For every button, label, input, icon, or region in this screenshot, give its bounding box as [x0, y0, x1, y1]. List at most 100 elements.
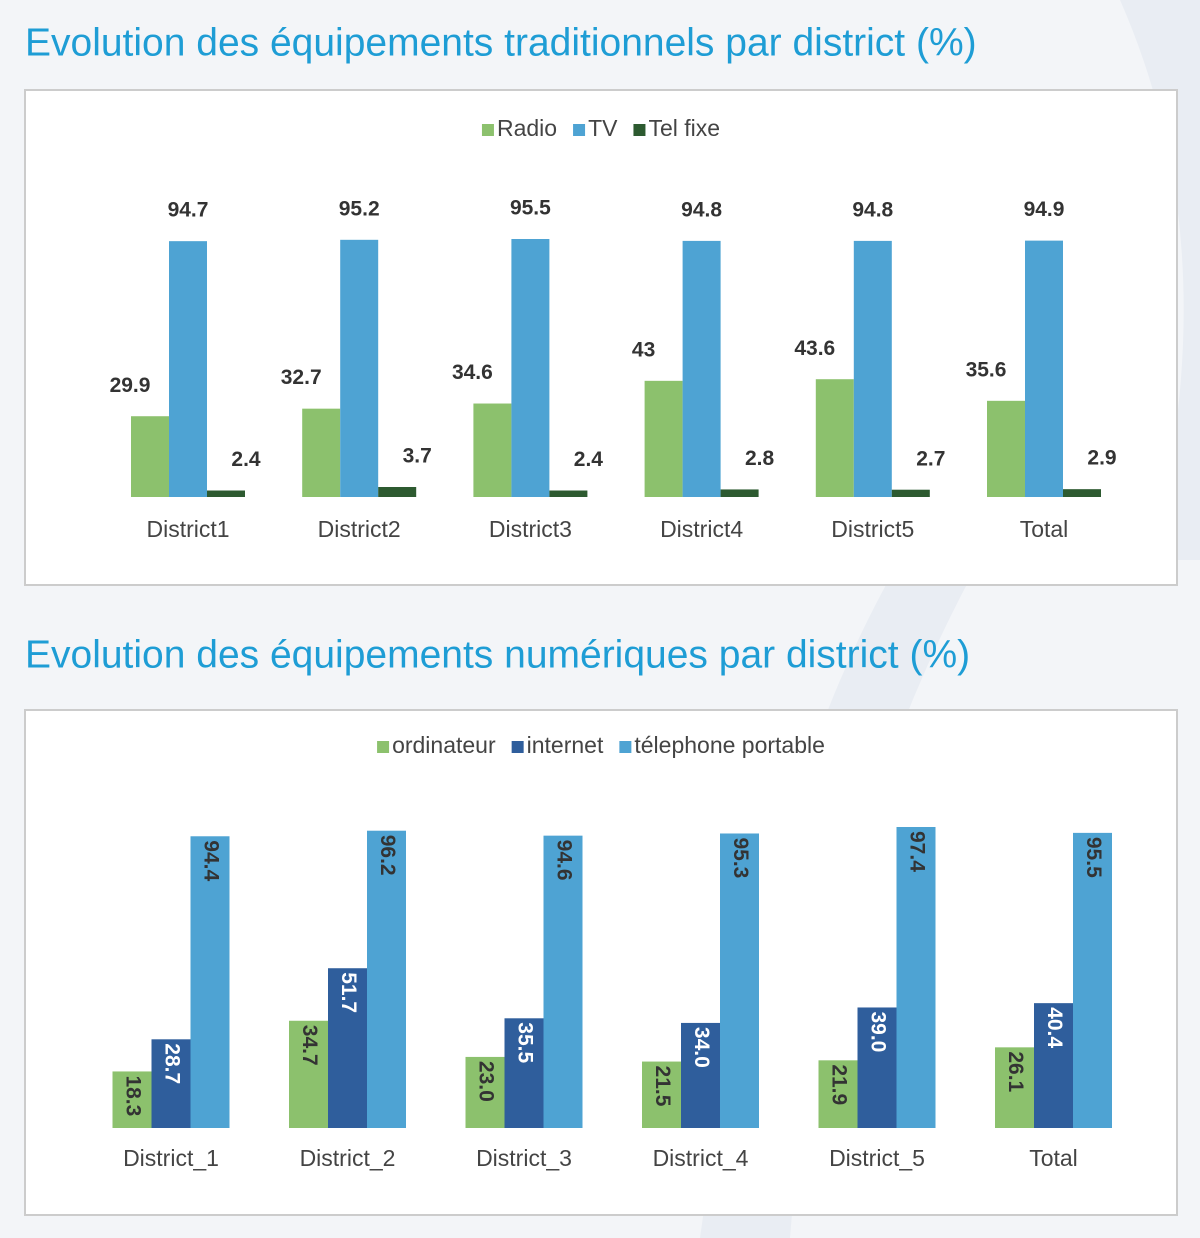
bar: [473, 403, 512, 497]
value-label: 94.8: [681, 198, 722, 221]
legend-swatch: [511, 741, 524, 753]
value-label: 95.5: [510, 197, 551, 220]
chart-box: [24, 89, 1178, 586]
value-label: 95.5: [1082, 837, 1105, 878]
bar: [720, 489, 759, 497]
bar: [549, 490, 588, 497]
value-label: 94.6: [552, 840, 575, 881]
value-label: 94.8: [852, 198, 893, 221]
bar: [815, 379, 854, 497]
bar: [720, 833, 759, 1128]
bar: [1025, 240, 1063, 497]
value-label: 35.6: [966, 358, 1007, 381]
bar: [1063, 489, 1101, 497]
bar: [112, 1071, 152, 1128]
value-label: 94.9: [1024, 198, 1065, 221]
value-label: 51.7: [337, 972, 360, 1013]
value-label: 96.2: [376, 835, 399, 876]
bar: [378, 487, 417, 497]
value-label: 39.0: [866, 1011, 889, 1052]
legend-swatch: [481, 124, 494, 136]
x-tick-label: Total: [1020, 516, 1069, 542]
bar: [857, 1007, 897, 1128]
value-label: 34.7: [298, 1025, 321, 1066]
bar: [367, 830, 406, 1128]
legend-label: Tel fixe: [648, 115, 720, 141]
x-tick-label: District5: [831, 516, 914, 542]
bar: [169, 241, 207, 497]
bar: [328, 968, 367, 1128]
bar: [995, 1047, 1034, 1128]
bar: [302, 408, 341, 497]
x-tick-label: District_3: [476, 1145, 572, 1171]
x-tick-label: Total: [1029, 1145, 1078, 1171]
chart-title: Evolution des équipements numériques par…: [25, 633, 970, 676]
chart-title: Evolution des équipements traditionnels …: [25, 21, 977, 64]
bar: [681, 1022, 720, 1128]
bar: [896, 827, 936, 1128]
bar: [504, 1018, 544, 1128]
legend-swatch: [633, 124, 646, 136]
value-label: 21.9: [827, 1064, 850, 1105]
value-label: 2.7: [916, 447, 945, 470]
value-label: 95.3: [729, 837, 752, 878]
x-tick-label: District3: [489, 516, 572, 542]
value-label: 21.5: [651, 1066, 674, 1107]
value-label: 95.2: [339, 197, 380, 220]
value-label: 2.8: [745, 447, 775, 470]
value-label: 26.1: [1004, 1051, 1027, 1092]
legend-swatch: [619, 741, 632, 753]
legend-swatch: [573, 124, 586, 136]
value-label: 94.7: [168, 199, 209, 222]
value-label: 18.3: [121, 1075, 144, 1116]
value-label: 43.6: [794, 337, 835, 360]
bar: [1034, 1003, 1073, 1128]
bar: [340, 239, 379, 497]
x-tick-label: District_2: [300, 1145, 396, 1171]
bar: [682, 240, 721, 497]
bar: [853, 240, 892, 497]
legend-label: TV: [588, 115, 618, 141]
bar: [891, 489, 930, 497]
x-tick-label: District_1: [123, 1145, 219, 1171]
x-tick-label: District1: [146, 516, 229, 542]
value-label: 2.4: [574, 448, 604, 471]
bar: [207, 490, 245, 497]
bar: [289, 1020, 328, 1128]
bar: [465, 1056, 505, 1128]
value-label: 3.7: [403, 445, 432, 468]
value-label: 32.7: [281, 366, 322, 389]
value-label: 2.4: [231, 448, 261, 471]
value-label: 97.4: [905, 831, 928, 872]
bar: [543, 835, 583, 1128]
bar: [644, 380, 683, 497]
x-tick-label: District_5: [829, 1145, 925, 1171]
bar: [818, 1060, 858, 1128]
value-label: 28.7: [160, 1043, 183, 1084]
legend-label: télephone portable: [634, 732, 825, 758]
legend-label: internet: [527, 732, 604, 758]
value-label: 94.4: [199, 840, 222, 881]
x-tick-label: District2: [318, 516, 401, 542]
legend-swatch: [377, 741, 390, 753]
x-tick-label: District_4: [653, 1145, 749, 1171]
value-label: 34.0: [690, 1027, 713, 1068]
bar: [131, 416, 169, 497]
x-tick-label: District4: [660, 516, 743, 542]
value-label: 29.9: [110, 374, 151, 397]
bar: [151, 1039, 191, 1128]
bar: [987, 400, 1025, 497]
value-label: 34.6: [452, 361, 493, 384]
value-label: 35.5: [513, 1022, 536, 1063]
bar: [1073, 832, 1112, 1128]
bar: [642, 1061, 681, 1128]
legend-label: Radio: [497, 115, 557, 141]
value-label: 40.4: [1043, 1007, 1066, 1048]
value-label: 2.9: [1087, 447, 1116, 470]
legend-label: ordinateur: [392, 732, 496, 758]
value-label: 23.0: [474, 1061, 497, 1102]
bg-shape: [1120, 0, 1200, 560]
bar: [511, 239, 550, 497]
bar: [190, 836, 230, 1128]
